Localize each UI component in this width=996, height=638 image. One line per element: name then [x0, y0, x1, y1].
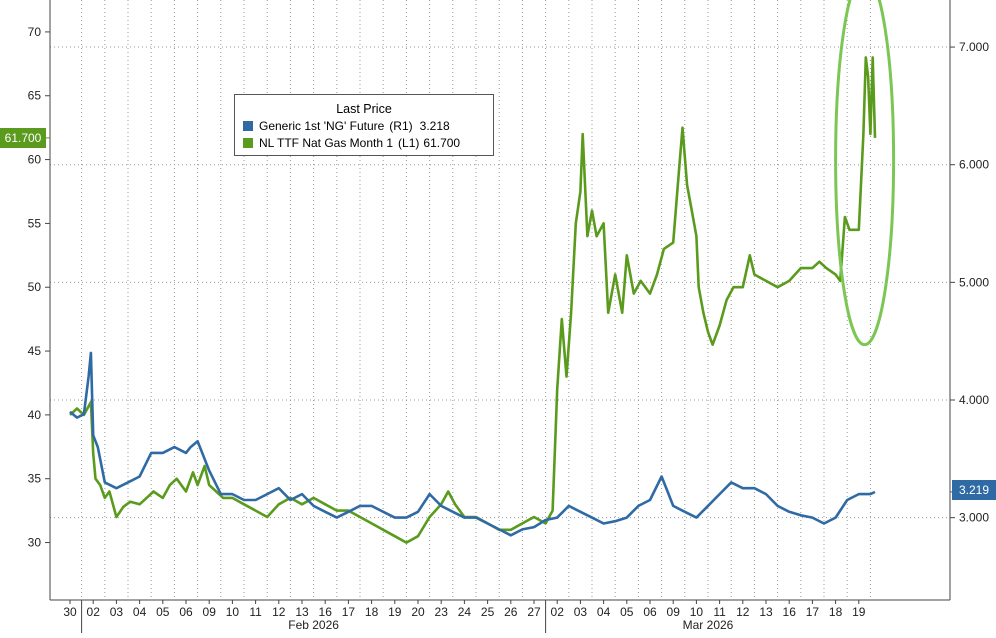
left-tick-label: 35	[28, 472, 42, 486]
x-tick-label: 06	[643, 605, 657, 619]
x-tick-label: 09	[667, 605, 681, 619]
axis-layer: 30 35 40 45 50 55 60 65 70 3.000 4.000 5.000 6.000 7.…	[28, 0, 989, 633]
x-tick-label: 23	[435, 605, 449, 619]
legend-swatch-ttf	[243, 138, 253, 148]
legend-entry-ng: Generic 1st 'NG' Future (R1) 3.218	[243, 119, 493, 133]
x-tick-label: 19	[388, 605, 402, 619]
x-tick-label: 10	[226, 605, 240, 619]
left-tick-label: 60	[28, 153, 42, 167]
x-tick-label: 18	[829, 605, 843, 619]
x-tick-label: 13	[759, 605, 773, 619]
x-tick-label: 16	[783, 605, 797, 619]
x-tick-label: 19	[852, 605, 866, 619]
x-tick-label: 03	[574, 605, 588, 619]
right-tick-label: 4.000	[959, 393, 989, 407]
legend-entry-ttf-axis: (L1)	[398, 136, 420, 150]
x-tick-label: 24	[458, 605, 472, 619]
left-tick-label: 55	[28, 216, 42, 230]
legend-entry-ttf-last: 61.700	[423, 136, 461, 150]
right-tick-label: 7.000	[959, 40, 989, 54]
x-tick-label: 11	[713, 605, 726, 619]
x-tick-label: 27	[527, 605, 541, 619]
left-tick-label: 30	[28, 536, 42, 550]
x-tick-label: 20	[411, 605, 425, 619]
x-tick-label: 02	[87, 605, 101, 619]
series-layer	[69, 56, 877, 544]
month-label: Feb 2026	[288, 618, 339, 632]
last-value-tag-ng: 3.219	[952, 480, 996, 500]
x-tick-label: 06	[179, 605, 193, 619]
right-tick-label: 3.000	[959, 511, 989, 525]
series-line-ttf	[69, 56, 877, 544]
x-tick-label: 05	[156, 605, 170, 619]
x-tick-label: 11	[249, 605, 262, 619]
x-tick-label: 30	[63, 605, 77, 619]
x-tick-label: 03	[110, 605, 124, 619]
x-tick-label: 13	[295, 605, 309, 619]
x-tick-label: 02	[551, 605, 565, 619]
x-tick-label: 12	[272, 605, 286, 619]
left-tick-label: 40	[28, 408, 42, 422]
x-tick-label: 26	[504, 605, 518, 619]
x-tick-label: 25	[481, 605, 495, 619]
right-tick-label: 5.000	[959, 275, 989, 289]
left-tick-label: 45	[28, 344, 42, 358]
legend-entry-ng-name: Generic 1st 'NG' Future	[259, 119, 385, 133]
right-tick-label: 6.000	[959, 158, 989, 172]
legend-entry-ttf-name: NL TTF Nat Gas Month 1	[259, 136, 394, 150]
left-tick-label: 50	[28, 280, 42, 294]
legend-entry-ttf: NL TTF Nat Gas Month 1 (L1) 61.700	[243, 136, 493, 150]
x-tick-label: 17	[806, 605, 820, 619]
left-tick-label: 65	[28, 89, 42, 103]
month-label: Mar 2026	[683, 618, 734, 632]
x-tick-label: 17	[342, 605, 356, 619]
legend-swatch-ng	[243, 121, 253, 131]
series-line-ng	[69, 351, 876, 537]
left-tick-label: 70	[28, 25, 42, 39]
x-tick-label: 16	[319, 605, 333, 619]
legend-entry-ng-last: 3.218	[419, 119, 450, 133]
annotation-layer	[834, 0, 896, 347]
highlight-ellipse	[834, 0, 896, 347]
x-tick-label: 04	[597, 605, 611, 619]
x-tick-label: 12	[736, 605, 750, 619]
legend-entry-ng-axis: (R1)	[389, 119, 413, 133]
x-tick-label: 18	[365, 605, 379, 619]
grid-layer	[50, 0, 950, 600]
x-tick-label: 09	[203, 605, 217, 619]
x-tick-label: 10	[690, 605, 704, 619]
chart-legend: Last Price Generic 1st 'NG' Future (R1) …	[234, 94, 494, 156]
x-tick-label: 04	[133, 605, 147, 619]
last-value-tag-ttf: 61.700	[0, 128, 46, 148]
x-tick-label: 05	[620, 605, 634, 619]
legend-title: Last Price	[336, 102, 392, 116]
